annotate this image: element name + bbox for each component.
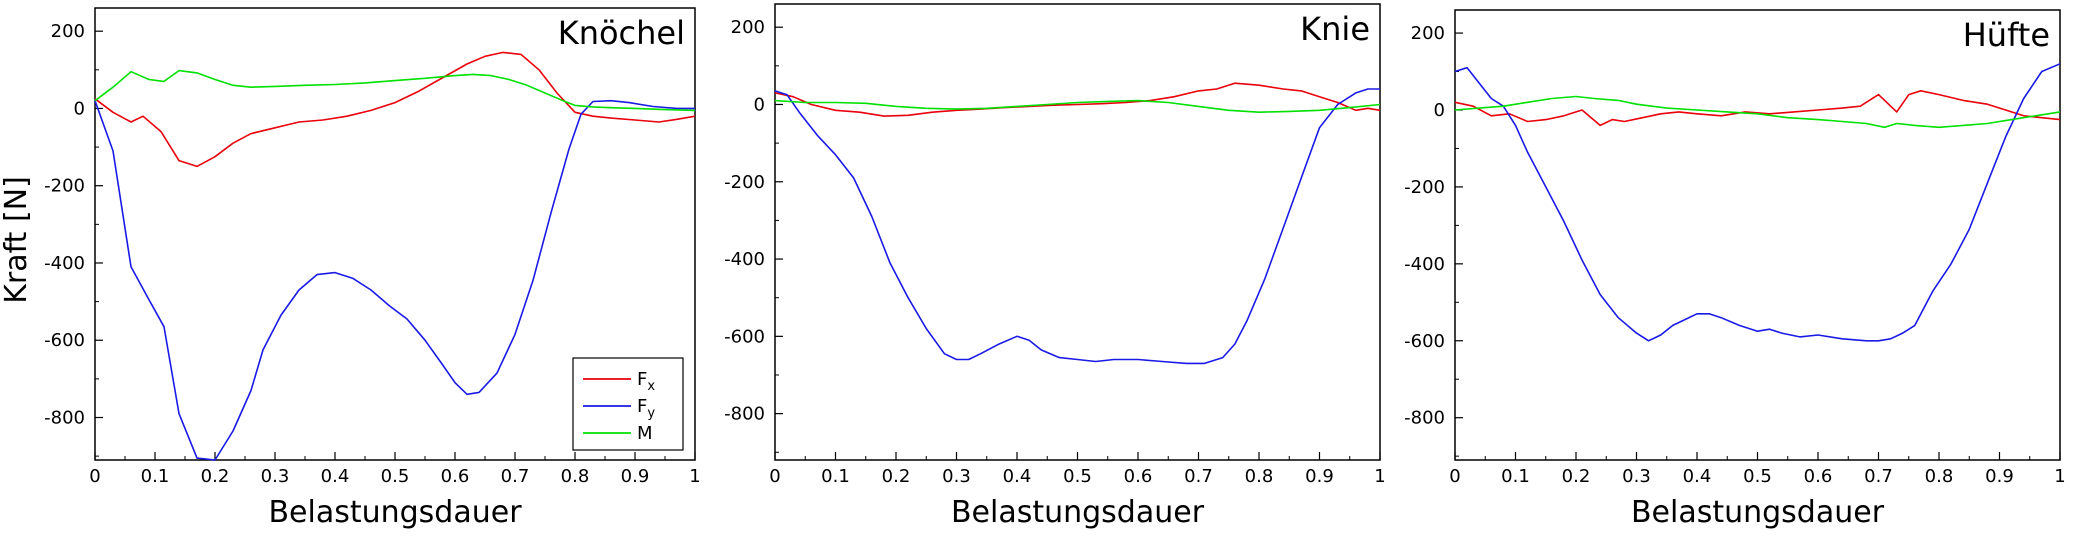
x-axis-label: Belastungsdauer [951,495,1205,530]
x-tick-label: 1 [2054,466,2065,487]
y-tick-label: -200 [1404,177,1445,198]
x-tick-label: 0.6 [441,466,470,487]
panel-title: Hüfte [1963,16,2050,54]
legend-label: Fx [637,369,655,394]
y-tick-label: -600 [1404,331,1445,352]
x-tick-label: 0.6 [1124,466,1153,487]
y-tick-label: -800 [1404,408,1445,429]
plot-frame [1454,9,2061,461]
x-tick-label: 0 [1449,466,1460,487]
x-tick-label: 0.9 [1305,466,1334,487]
x-tick-label: 0.7 [1864,466,1893,487]
x-tick-label: 0.3 [942,466,971,487]
series-line-fy [94,99,695,461]
legend-label-subscript: x [647,379,655,394]
y-tick-label: -600 [44,330,85,351]
y-axis-label: Kraft [N] [0,176,34,304]
x-tick-label: 0.5 [381,466,410,487]
x-tick-label: 0 [89,466,100,487]
series-line-fx [1454,90,2061,127]
x-tick-label: 0.2 [882,466,911,487]
chart-panel-3: 0 0.1 0.2 0.3 0.4 0.5 0.6 0.7 0.8 0.9 1 200 0 -200 -40… [1404,9,2066,530]
x-ticks: 0 0.1 0.2 0.3 0.4 0.5 0.6 0.7 0.8 0.9 1 [1449,452,2066,487]
x-ticks: 0 0.1 0.2 0.3 0.4 0.5 0.6 0.7 0.8 0.9 1 [89,452,701,487]
x-axis-label: Belastungsdauer [268,495,522,530]
x-tick-label: 0.8 [561,466,590,487]
plot-frame [774,3,1381,461]
y-tick-label: -600 [724,326,765,347]
series-line-m [774,99,1381,113]
x-tick-label: 0.1 [821,466,850,487]
x-ticks: 0 0.1 0.2 0.3 0.4 0.5 0.6 0.7 0.8 0.9 1 [769,452,1386,487]
series-line-m [1454,95,2061,129]
y-tick-label: -200 [724,172,765,193]
x-tick-label: 0.2 [201,466,230,487]
y-tick-label: -200 [44,176,85,197]
series-line-fx [774,82,1381,117]
y-tick-label: -800 [724,404,765,425]
legend-label-base: M [637,423,653,444]
legend-entry: Fx [583,369,655,394]
x-tick-label: 0.1 [141,466,170,487]
y-tick-label: -800 [44,408,85,429]
y-tick-label: 200 [51,21,85,42]
chart-panel-1: 0 0.1 0.2 0.3 0.4 0.5 0.6 0.7 0.8 0.9 1 200 0 -200 -40… [44,7,701,530]
panel-title: Knie [1300,10,1370,48]
x-tick-label: 0.1 [1501,466,1530,487]
x-axis-label: Belastungsdauer [1631,495,1885,530]
x-tick-label: 0.7 [1184,466,1213,487]
y-tick-label: -400 [1404,254,1445,275]
legend-label: Fy [637,396,655,421]
legend-label-base: F [637,396,647,417]
series-line-fx [94,51,696,168]
y-tick-label: 0 [74,98,85,119]
x-tick-label: 0.5 [1743,466,1772,487]
legend-label-subscript: y [647,406,655,421]
x-tick-label: 0.9 [621,466,650,487]
legend-label: M [637,423,653,444]
series-line-fy [1454,63,2061,342]
y-ticks: 200 0 -200 -400 -600 -800 [724,17,783,453]
x-tick-label: 0 [769,466,780,487]
x-tick-label: 0.5 [1063,466,1092,487]
x-tick-label: 0.6 [1804,466,1833,487]
y-tick-label: 0 [1434,100,1445,121]
series-line-m [94,69,696,112]
x-tick-label: 0.3 [261,466,290,487]
y-tick-label: 200 [731,17,765,38]
legend-entry: M [583,423,653,444]
chart-panels: 0 0.1 0.2 0.3 0.4 0.5 0.6 0.7 0.8 0.9 1 200 0 -200 -40… [44,3,2066,530]
legend-entry: Fy [583,396,655,421]
y-tick-label: -400 [724,249,765,270]
y-tick-label: 200 [1411,23,1445,44]
x-tick-label: 0.3 [1622,466,1651,487]
chart-panel-2: 0 0.1 0.2 0.3 0.4 0.5 0.6 0.7 0.8 0.9 1 200 0 -200 -40… [724,3,1386,530]
x-tick-label: 0.8 [1925,466,1954,487]
x-tick-label: 1 [1374,466,1385,487]
y-tick-label: -400 [44,253,85,274]
legend-label-base: F [637,369,647,390]
x-tick-label: 0.4 [321,466,350,487]
y-tick-label: 0 [754,94,765,115]
x-tick-label: 0.8 [1245,466,1274,487]
x-tick-label: 0.4 [1003,466,1032,487]
x-tick-label: 0.2 [1562,466,1591,487]
y-ticks: 200 0 -200 -400 -600 -800 [1404,23,1463,457]
x-tick-label: 0.9 [1985,466,2014,487]
x-tick-label: 1 [689,466,700,487]
legend-box [572,357,684,451]
x-tick-label: 0.4 [1683,466,1712,487]
y-ticks: 200 0 -200 -400 -600 -800 [44,21,103,457]
series-line-fy [774,88,1380,365]
panel-title: Knöchel [558,14,685,52]
x-tick-label: 0.7 [501,466,530,487]
